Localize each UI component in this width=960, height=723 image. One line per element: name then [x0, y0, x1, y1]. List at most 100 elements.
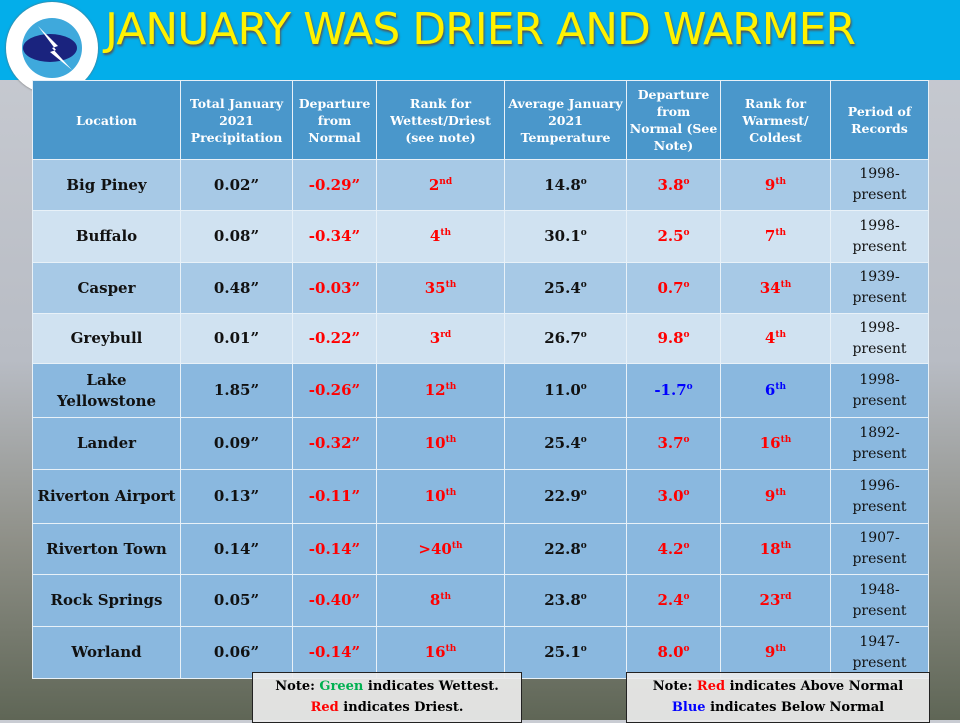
rank-value: 18 [759, 539, 781, 558]
location-cell: Worland [32, 626, 181, 679]
period-cell: 1947- present [830, 626, 929, 679]
period-cell: 1998- present [830, 210, 929, 263]
degree-mark: o [580, 279, 587, 290]
rank-suffix: th [775, 644, 787, 654]
precip-rank-cell: 10th [376, 469, 505, 524]
column-header: Rank for Warmest/ Coldest [720, 80, 831, 160]
rank-suffix: rd [780, 592, 792, 602]
temp-cell: 14.8o [504, 159, 627, 211]
temp-cell: 22.8o [504, 523, 627, 575]
precip-cell: 0.48” [180, 262, 293, 314]
temp-rank-cell: 4th [720, 313, 831, 364]
location-cell: Riverton Airport [32, 469, 181, 524]
precip-rank-cell: 16th [376, 626, 505, 679]
temp-departure-cell: 3.7o [626, 417, 721, 470]
rank-suffix: th [775, 488, 787, 498]
temp-rank-cell: 9th [720, 626, 831, 679]
temp-cell: 22.9o [504, 469, 627, 524]
rank-value: 12 [424, 381, 446, 399]
period-cell: 1907- present [830, 523, 929, 575]
precip-departure-cell: -0.22” [292, 313, 377, 364]
temp-rank-cell: 7th [720, 210, 831, 263]
temp-departure-value: 8.0 [657, 643, 684, 661]
rank-value: 2 [428, 175, 440, 194]
precip-cell: 0.14” [180, 523, 293, 575]
degree-mark: o [683, 279, 690, 290]
degree-mark: o [580, 592, 587, 602]
table-row: Rock Springs 0.05” -0.40” 8th 23.8o 2.4o 23rd 1… [32, 574, 929, 627]
degree-mark: o [683, 176, 690, 187]
precip-rank-cell: >40th [376, 523, 505, 575]
degree-mark: o [580, 488, 587, 498]
temp-rank-cell: 6th [720, 363, 831, 418]
location-cell: Greybull [32, 313, 181, 364]
nws-logo [6, 2, 98, 94]
rank-value: 23 [759, 591, 781, 609]
rank-value: 7 [764, 227, 776, 245]
precip-cell: 0.06” [180, 626, 293, 679]
precip-rank-cell: 35th [376, 262, 505, 314]
temp-departure-cell: 2.5o [626, 210, 721, 263]
location-cell: Casper [32, 262, 181, 314]
table-row: Riverton Airport 0.13” -0.11” 10th 22.9o 3.0o… [32, 469, 929, 524]
table-row: Worland 0.06” -0.14” 16th 25.1o 8.0o 9th 1947- … [32, 626, 929, 679]
rank-value: 3 [429, 329, 441, 347]
precip-cell: 0.08” [180, 210, 293, 263]
degree-mark: o [683, 488, 690, 498]
temp-departure-value: 3.7 [657, 434, 684, 452]
precip-cell: 0.13” [180, 469, 293, 524]
precip-departure-cell: -0.03” [292, 262, 377, 314]
rank-suffix: th [445, 488, 457, 498]
degree-mark: o [580, 644, 587, 654]
temp-departure-value: 4.2 [657, 539, 684, 558]
rank-value: 34 [759, 278, 781, 297]
period-cell: 1998- present [830, 159, 929, 211]
temp-departure-cell: 8.0o [626, 626, 721, 679]
page-title: JANUARY WAS DRIER AND WARMER [105, 4, 856, 55]
precip-cell: 1.85” [180, 363, 293, 418]
temp-value: 26.7 [544, 329, 581, 347]
column-header: Departure from Normal (See Note) [626, 80, 721, 160]
temp-departure-cell: 4.2o [626, 523, 721, 575]
temp-departure-cell: 0.7o [626, 262, 721, 314]
rank-suffix: th [780, 435, 792, 445]
column-header: Rank for Wettest/Driest (see note) [376, 80, 505, 160]
temp-departure-value: 0.7 [657, 278, 684, 297]
table-row: Buffalo 0.08” -0.34” 4th 30.1o 2.5o 7th 1998- p… [32, 210, 929, 263]
temp-cell: 25.1o [504, 626, 627, 679]
precip-rank-cell: 2nd [376, 159, 505, 211]
rank-value: 10 [424, 487, 446, 505]
temp-value: 25.1 [544, 643, 581, 661]
degree-mark: o [683, 644, 690, 654]
precip-departure-cell: -0.14” [292, 523, 377, 575]
period-cell: 1998- present [830, 363, 929, 418]
temp-cell: 11.0o [504, 363, 627, 418]
temp-departure-value: -1.7 [654, 381, 687, 399]
precip-rank-cell: 4th [376, 210, 505, 263]
temp-rank-cell: 34th [720, 262, 831, 314]
location-cell: Buffalo [32, 210, 181, 263]
rank-suffix: th [775, 228, 787, 238]
degree-mark: o [580, 435, 587, 445]
rank-suffix: th [440, 228, 452, 238]
precip-rank-cell: 10th [376, 417, 505, 470]
column-header: Average January 2021 Temperature [504, 80, 627, 160]
temp-departure-cell: 3.0o [626, 469, 721, 524]
temp-rank-cell: 23rd [720, 574, 831, 627]
precip-rank-cell: 8th [376, 574, 505, 627]
precip-rank-cell: 3rd [376, 313, 505, 364]
rank-value: 9 [764, 643, 776, 661]
precip-cell: 0.01” [180, 313, 293, 364]
column-header: Departure from Normal [292, 80, 377, 160]
precip-rank-cell: 12th [376, 363, 505, 418]
table-row: Riverton Town 0.14” -0.14” >40th 22.8o 4.2o 18… [32, 523, 929, 575]
table-row: Big Piney 0.02” -0.29” 2nd 14.8o 3.8o 9th 1998-… [32, 159, 929, 211]
temp-cell: 30.1o [504, 210, 627, 263]
rank-suffix: th [451, 540, 463, 551]
table-row: Greybull 0.01” -0.22” 3rd 26.7o 9.8o 4th 1998- … [32, 313, 929, 364]
rank-suffix: th [775, 176, 787, 187]
title-banner [0, 0, 960, 80]
temp-departure-value: 9.8 [657, 329, 684, 347]
rank-value: 16 [424, 643, 446, 661]
location-cell: Riverton Town [32, 523, 181, 575]
